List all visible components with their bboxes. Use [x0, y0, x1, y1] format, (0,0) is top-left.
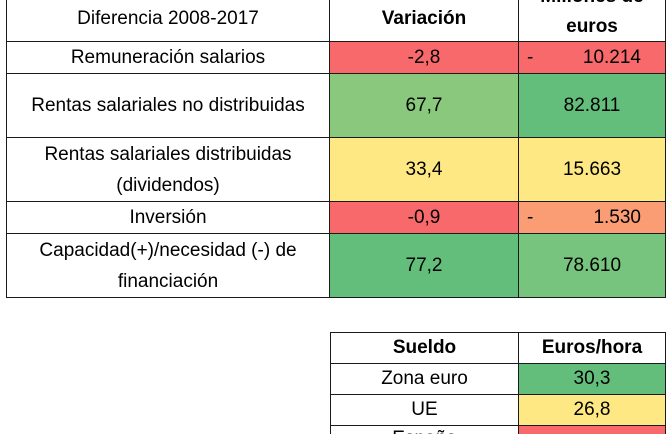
table1-header-variation-label: Variación	[381, 7, 467, 29]
table1-row-variation: 67,7	[330, 74, 519, 138]
table1-row-label: Rentas salariales no distribuidas	[6, 74, 330, 138]
table2-header-euros-hour: Euros/hora	[519, 332, 666, 364]
table2-row-value-text: 30,3	[573, 368, 611, 389]
table1-row-label-line2: (dividendos)	[116, 174, 220, 196]
table1-header-millions-line2: euros	[566, 16, 618, 37]
table1-row-variation-value: 77,2	[405, 254, 443, 276]
table2-header-salary: Sueldo	[330, 332, 519, 364]
table1-row-label-text: Rentas salariales no distribuidas	[31, 94, 305, 116]
table1-row-label-text: Inversión	[129, 206, 207, 228]
table1-row-label-text: Remuneración salarios	[70, 46, 266, 68]
table1-row-label-line2: financiación	[117, 270, 219, 292]
table1-header-variation: Variación	[330, 0, 519, 42]
table2-row-label-text: España	[392, 426, 456, 434]
table2-row-label-text: UE	[411, 399, 438, 420]
table1-row-millions-value: 15.663	[562, 158, 622, 180]
table1-header-millions: Millones de euros	[519, 0, 666, 42]
table1-row-variation: -2,8	[330, 42, 519, 74]
table1-row-millions: 15.663	[519, 138, 666, 202]
table1-row-millions: 82.811	[519, 74, 666, 138]
table1-header-concept: Diferencia 2008-2017	[6, 0, 330, 42]
table2-row-value: 30,3	[519, 364, 666, 395]
table2-header-euros-hour-label: Euros/hora	[541, 337, 643, 358]
table2-row-label-text: Zona euro	[381, 368, 468, 389]
table2-header-salary-label: Sueldo	[392, 337, 457, 358]
table1-row-label: Inversión	[6, 202, 330, 234]
table2-row-value	[519, 426, 666, 434]
table1-row-millions-sign: -	[527, 206, 534, 228]
table1-row-millions-value: 10.214	[582, 46, 641, 68]
table2-row-value-text: 26,8	[573, 399, 611, 420]
table1-row-variation: -0,9	[330, 202, 519, 234]
table2-row-label: UE	[330, 395, 519, 426]
table1-row-variation-value: 67,7	[405, 94, 443, 116]
table1-row-label: Remuneración salarios	[6, 42, 330, 74]
table1-row-millions-value: 82.811	[563, 94, 621, 116]
table2-row-label: Zona euro	[330, 364, 519, 395]
table1-row-millions-value: 1.530	[593, 206, 641, 228]
table1-row-millions: 78.610	[519, 234, 666, 298]
table1-row-variation: 33,4	[330, 138, 519, 202]
table1-row-millions-sign: -	[527, 46, 534, 68]
table1-row-millions: - 1.530	[519, 202, 666, 234]
table1-row-label-line1: Rentas salariales distribuidas	[44, 143, 292, 165]
table1-row-variation: 77,2	[330, 234, 519, 298]
table1-row-variation-value: -0,9	[407, 206, 441, 228]
table2-row-value: 26,8	[519, 395, 666, 426]
table1-row-millions-value: 78.610	[562, 254, 622, 276]
table2-row-label: España	[330, 426, 519, 434]
table1-row-label: Capacidad(+)/necesidad (-) de financiaci…	[6, 234, 330, 298]
table1-header-concept-label: Diferencia 2008-2017	[77, 7, 259, 29]
table1-row-label-line1: Capacidad(+)/necesidad (-) de	[39, 239, 297, 261]
table1-row-millions: - 10.214	[519, 42, 666, 74]
table1-row-label: Rentas salariales distribuidas (dividend…	[6, 138, 330, 202]
table1-row-variation-value: 33,4	[405, 158, 443, 180]
table1-row-variation-value: -2,8	[407, 46, 441, 68]
table1-header-millions-line1: Millones de	[540, 0, 643, 12]
